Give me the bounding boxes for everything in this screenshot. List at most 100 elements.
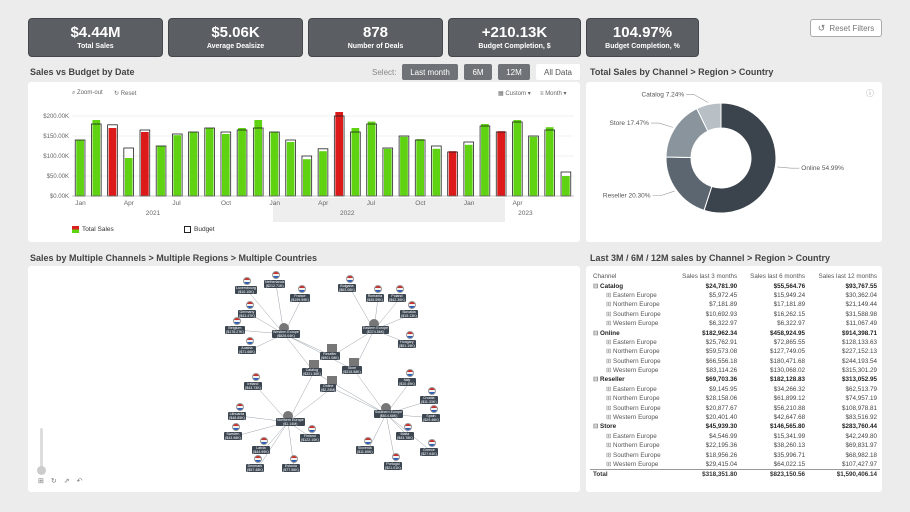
reset-zoom-control[interactable]: ↻ Reset	[114, 90, 136, 97]
network-node[interactable]: Bulgaria ($63.08K)	[338, 284, 356, 292]
network-node[interactable]: Store ($315.58K)	[342, 366, 362, 374]
collapse-icon[interactable]: ⊟	[593, 282, 601, 290]
matrix-header-12m[interactable]: Sales last 12 months	[818, 273, 877, 281]
month-dropdown[interactable]: ≡ Month ▾	[540, 90, 567, 97]
expand-icon[interactable]: ⊞	[606, 357, 614, 365]
custom-dropdown[interactable]: ▦ Custom ▾	[498, 90, 531, 97]
network-node[interactable]: Hungary ($51.19K)	[398, 340, 416, 348]
network-node[interactable]: Portugal ($21.01K)	[384, 462, 402, 470]
matrix-row[interactable]: ⊞ Northern Europe $28,158.06 $61,899.12 $74…	[590, 394, 880, 403]
matrix-row[interactable]: ⊞ Southern Europe $18,956.26 $35,996.71 $68…	[590, 450, 880, 459]
matrix-row[interactable]: ⊞ Western Europe $83,114.26 $130,068.02 $31…	[590, 366, 880, 375]
matrix-row[interactable]: ⊞ Northern Europe $7,181.89 $17,181.89 $21,…	[590, 300, 880, 309]
donut-chart[interactable]: Online 54.99% Reseller 20.30% Store 17.47%…	[586, 82, 882, 242]
matrix-row[interactable]: ⊞ Western Europe $20,401.40 $42,647.68 $83,…	[590, 413, 880, 422]
network-node[interactable]: Catalog ($321.36K)	[302, 368, 322, 376]
network-node[interactable]: Romania ($45.59K)	[366, 294, 384, 302]
matrix-cell-text: $35,996.71	[773, 451, 806, 459]
network-node[interactable]: France ($199.59K)	[290, 294, 310, 302]
zoom-out-control[interactable]: ⌕ Zoom-out	[72, 90, 103, 97]
expand-icon[interactable]: ⊞	[606, 291, 614, 299]
expand-icon[interactable]: ⊞	[606, 385, 614, 393]
network-node[interactable]: Croatia ($11.33K)	[420, 396, 438, 404]
network-node[interactable]: Spain ($29.46K)	[422, 414, 440, 422]
matrix-row[interactable]: ⊞ Western Europe $6,322.97 $6,322.97 $11,06…	[590, 319, 880, 328]
network-node[interactable]: Luxembourg ($10.10K)	[235, 286, 257, 294]
network-node[interactable]: Western Europe ($826.04K)	[272, 330, 300, 338]
collapse-icon[interactable]: ⊟	[593, 329, 601, 337]
matrix-total-row[interactable]: Total $318,351.80 $823,150.56 $1,590,406.14	[590, 468, 880, 479]
matrix-header-channel[interactable]: Channel	[593, 273, 617, 281]
network-node[interactable]: Malta ($43.78K)	[396, 432, 414, 440]
network-node[interactable]: Southern Europe ($614.68K)	[374, 410, 404, 418]
network-node[interactable]: Slovakia ($15.13K)	[400, 310, 418, 318]
network-node[interactable]: Italy ($10.49K)	[398, 378, 416, 386]
matrix-row[interactable]: ⊞ Eastern Europe $9,145.95 $34,266.32 $62,5…	[590, 385, 880, 394]
matrix-cell-text: $24,781.90	[705, 282, 738, 290]
expand-icon[interactable]: ⊞	[606, 367, 614, 375]
matrix-group-row[interactable]: ⊟ Catalog $24,781.90 $55,564.76 $93,767.55	[590, 281, 880, 290]
expand-icon[interactable]: ⊞	[606, 310, 614, 318]
undo-icon[interactable]: ↶	[76, 478, 83, 485]
fit-icon[interactable]: ⊞	[38, 478, 44, 485]
info-icon[interactable]: ⓘ	[866, 89, 874, 98]
network-node[interactable]: Estonia ($77.56K)	[282, 464, 300, 472]
refresh-icon[interactable]: ↻	[50, 478, 57, 485]
sales-budget-chart[interactable]: $0.00K $50.00K $100.00K $150.00K $200.00K Jan…	[28, 82, 580, 242]
matrix-group-row[interactable]: ⊟ Store $45,939.30 $146,565.80 $283,760.44	[590, 422, 880, 431]
network-node[interactable]: Poland ($42.36K)	[388, 294, 406, 302]
expand-icon[interactable]: ⊞	[606, 432, 614, 440]
network-node[interactable]: Latvia ($44.99K)	[252, 446, 270, 454]
expand-icon[interactable]: ⊞	[606, 414, 614, 422]
matrix-group-row[interactable]: ⊟ Reseller $69,703.36 $182,128.83 $313,052.…	[590, 375, 880, 384]
network-node[interactable]: Lithuania ($48.85K)	[228, 412, 246, 420]
period-button-last-month[interactable]: Last month	[402, 64, 458, 80]
reset-filters-button[interactable]: ↺ Reset Filters	[810, 19, 882, 37]
period-button-all-data[interactable]: All Data	[536, 64, 580, 80]
export-icon[interactable]: ⇗	[63, 478, 70, 485]
zoom-slider-handle[interactable]	[37, 466, 46, 475]
expand-icon[interactable]: ⊞	[606, 320, 614, 328]
network-node[interactable]: Northern Europe ($1.14M)	[276, 418, 305, 426]
matrix-row[interactable]: ⊞ Eastern Europe $25,762.91 $72,865.55 $128…	[590, 338, 880, 347]
period-button-12m[interactable]: 12M	[498, 64, 530, 80]
matrix-header-3m[interactable]: Sales last 3 months	[682, 273, 738, 281]
matrix-row[interactable]: ⊞ Eastern Europe $5,972.45 $15,949.24 $30,3…	[590, 291, 880, 300]
matrix-header-6m[interactable]: Sales last 6 months	[750, 273, 806, 281]
expand-icon[interactable]: ⊞	[606, 404, 614, 412]
matrix-row[interactable]: ⊞ Southern Europe $66,556.18 $180,471.68 $2…	[590, 357, 880, 366]
zoom-slider[interactable]	[37, 428, 46, 475]
period-button-6m[interactable]: 6M	[464, 64, 492, 80]
collapse-icon[interactable]: ⊟	[593, 376, 601, 384]
matrix-row[interactable]: ⊞ Northern Europe $59,573.08 $127,749.05 $2…	[590, 347, 880, 356]
matrix-group-row[interactable]: ⊟ Online $182,962.34 $458,924.95 $914,398.7…	[590, 328, 880, 337]
expand-icon[interactable]: ⊞	[606, 395, 614, 403]
network-node[interactable]: Austria ($71.66K)	[238, 346, 256, 354]
network-node[interactable]: Netherlands ($212.71K)	[264, 280, 286, 288]
network-node[interactable]: Denmark ($57.48K)	[246, 464, 264, 472]
network-node[interactable]: Belgium ($176.27K)	[225, 326, 245, 334]
expand-icon[interactable]: ⊞	[606, 460, 614, 468]
matrix-row[interactable]: ⊞ Southern Europe $20,877.67 $56,210.88 $10…	[590, 403, 880, 412]
matrix-row[interactable]: ⊞ Western Europe $29,415.04 $64,022.15 $107…	[590, 460, 880, 469]
network-node[interactable]: Sweden ($43.98K)	[224, 432, 242, 440]
network-node[interactable]: Greece ($27.64K)	[420, 448, 438, 456]
expand-icon[interactable]: ⊞	[606, 301, 614, 309]
matrix-row[interactable]: ⊞ Southern Europe $10,692.93 $16,262.15 $31…	[590, 310, 880, 319]
matrix-row[interactable]: ⊞ Northern Europe $22,195.36 $38,260.13 $69…	[590, 441, 880, 450]
network-node[interactable]: Finland ($122.10K)	[300, 434, 320, 442]
collapse-icon[interactable]: ⊟	[593, 423, 601, 431]
expand-icon[interactable]: ⊞	[606, 451, 614, 459]
network-node[interactable]: Online ($2.25M)	[320, 384, 337, 392]
sales-bar	[205, 128, 214, 196]
expand-icon[interactable]: ⊞	[606, 338, 614, 346]
expand-icon[interactable]: ⊞	[606, 348, 614, 356]
network-node-value: ($10.49K)	[399, 382, 415, 386]
network-node[interactable]: Ireland ($43.73K)	[244, 382, 262, 390]
expand-icon[interactable]: ⊞	[606, 442, 614, 450]
matrix-row[interactable]: ⊞ Eastern Europe $4,546.99 $15,341.99 $42,2…	[590, 432, 880, 441]
network-node[interactable]: Eastern Europe ($374.56K)	[362, 326, 389, 334]
network-node[interactable]: Slovenia ($11.69K)	[356, 446, 374, 454]
network-node[interactable]: Reseller ($901.08K)	[320, 352, 340, 360]
network-node[interactable]: Germany ($43.47K)	[238, 310, 256, 318]
